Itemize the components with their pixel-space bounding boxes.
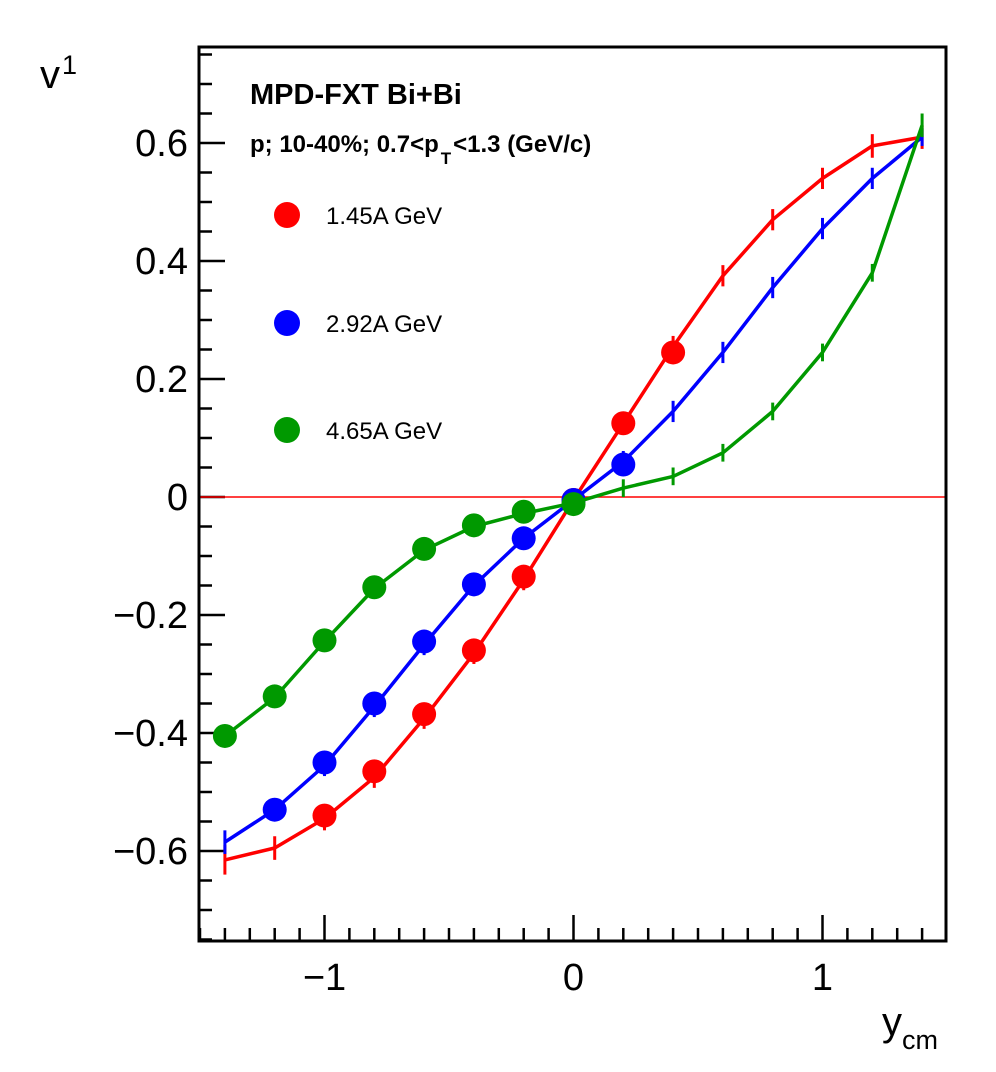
y-tick-label: 0.4 bbox=[135, 241, 188, 283]
x-tick-label: −1 bbox=[303, 957, 346, 999]
y-tick-label: 0 bbox=[167, 477, 188, 519]
plot-frame bbox=[197, 45, 948, 943]
chart-title: MPD-FXT Bi+Bi bbox=[250, 79, 462, 111]
data-point bbox=[461, 572, 486, 597]
x-tick-label: 0 bbox=[563, 957, 584, 999]
chart-subtitle-prefix: p; 10-40%; 0.7<p bbox=[250, 131, 439, 158]
data-point bbox=[461, 513, 486, 538]
data-point bbox=[312, 750, 337, 775]
data-point bbox=[412, 629, 437, 654]
x-axis-title-sub: cm bbox=[902, 1025, 938, 1055]
data-point bbox=[362, 759, 387, 784]
legend: 1.45A GeV 2.92A GeV 4.65A GeV bbox=[274, 202, 442, 445]
data-point bbox=[212, 723, 237, 748]
data-point bbox=[511, 526, 536, 551]
legend-marker bbox=[274, 417, 300, 443]
data-point bbox=[362, 691, 387, 716]
data-point bbox=[461, 638, 486, 663]
data-point bbox=[511, 499, 536, 524]
y-tick-label: −0.2 bbox=[113, 595, 188, 637]
series-4-65a-gev bbox=[212, 113, 924, 748]
legend-marker bbox=[274, 310, 300, 336]
data-point bbox=[412, 702, 437, 727]
data-point bbox=[362, 575, 387, 600]
data-point bbox=[511, 564, 536, 589]
data-point bbox=[661, 340, 686, 365]
y-tick-label: 0.2 bbox=[135, 359, 188, 401]
data-point bbox=[262, 684, 287, 709]
y-axis-title: v1 bbox=[40, 50, 77, 97]
legend-item: 2.92A GeV bbox=[274, 310, 442, 338]
legend-label: 1.45A GeV bbox=[326, 203, 442, 230]
data-series bbox=[212, 113, 924, 875]
chart-subtitle-suffix: <1.3 (GeV/c) bbox=[453, 131, 591, 158]
x-axis-title-main: y bbox=[882, 1000, 902, 1044]
x-axis-title: ycm bbox=[882, 1000, 938, 1055]
data-point bbox=[611, 452, 636, 477]
y-tick-label: 0.6 bbox=[135, 123, 188, 165]
x-tick-label: 1 bbox=[812, 957, 833, 999]
y-tick-label: −0.6 bbox=[113, 831, 188, 873]
data-point bbox=[312, 628, 337, 653]
legend-marker bbox=[274, 202, 300, 228]
data-point bbox=[312, 803, 337, 828]
y-axis-title-sub: 1 bbox=[62, 50, 77, 80]
data-point bbox=[262, 797, 287, 822]
legend-item: 1.45A GeV bbox=[274, 202, 442, 230]
tick-marks bbox=[198, 53, 924, 941]
y-tick-label: −0.4 bbox=[113, 713, 188, 755]
data-point bbox=[611, 411, 636, 436]
chart-subtitle: p; 10-40%; 0.7<pT<1.3 (GeV/c) bbox=[250, 131, 591, 168]
y-axis-title-main: v bbox=[40, 53, 60, 97]
tick-labels: −0.6 −0.4 −0.2 0 0.2 0.4 0.6 −1 0 1 bbox=[113, 123, 833, 999]
data-point bbox=[561, 492, 586, 517]
legend-item: 4.65A GeV bbox=[274, 417, 442, 445]
chart-subtitle-sub: T bbox=[441, 149, 452, 168]
legend-label: 4.65A GeV bbox=[326, 418, 442, 445]
legend-label: 2.92A GeV bbox=[326, 311, 442, 338]
data-point bbox=[412, 536, 437, 561]
